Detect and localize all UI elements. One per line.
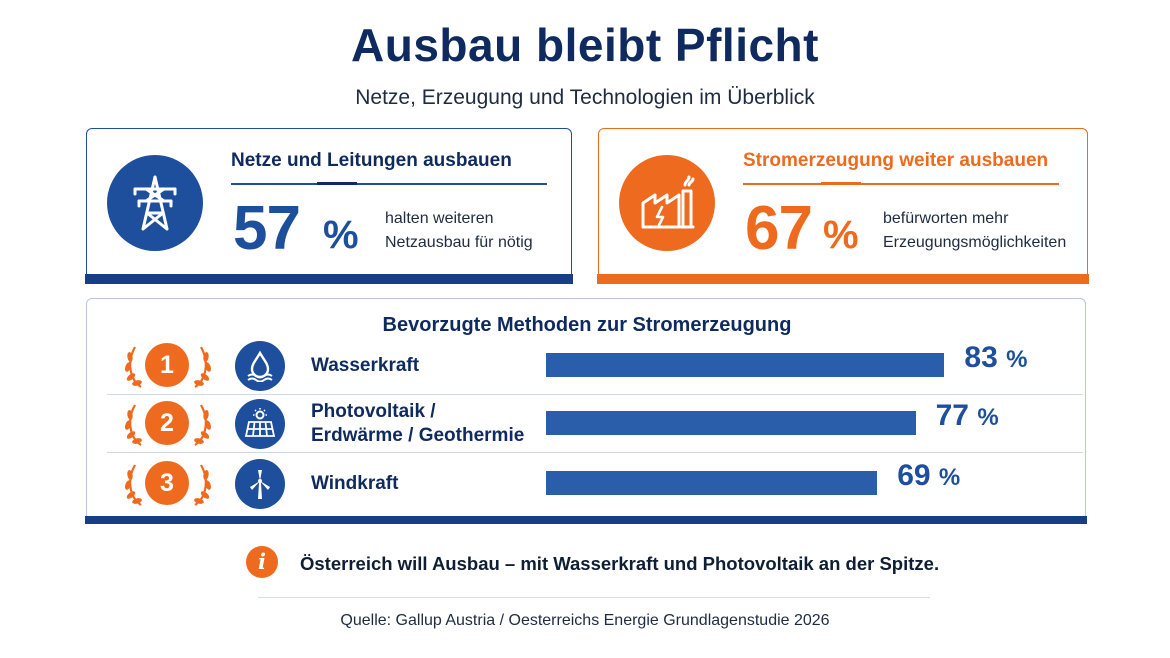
wind-turbine-icon-badge — [235, 459, 285, 509]
water-drop-icon — [247, 350, 273, 382]
bar — [546, 353, 945, 377]
source-note: Quelle: Gallup Austria / Oesterreichs En… — [340, 612, 830, 629]
page-subtitle: Netze, Erzeugung und Technologien im Übe… — [355, 86, 815, 109]
card-description-line: befürworten mehr — [883, 210, 1009, 227]
bar-value-label: 77 % — [936, 399, 999, 433]
card-heading: Stromerzeugung weiter ausbauen — [743, 150, 1049, 171]
card-value: 67 — [745, 194, 813, 263]
laurel-icon — [121, 339, 215, 396]
card-divider — [231, 183, 547, 185]
laurel-icon — [121, 457, 215, 514]
chart-row: 3 Windkraft 69 % — [87, 455, 1087, 513]
card-heading: Netze und Leitungen ausbauen — [231, 150, 512, 171]
bar-value-unit: % — [938, 464, 961, 491]
card-description: befürworten mehr Erzeugungsmöglichkeiten — [883, 207, 1066, 255]
water-drop-icon-badge — [235, 341, 285, 391]
bar — [546, 411, 916, 435]
card-divider-accent — [821, 182, 861, 185]
card-unit: % — [323, 213, 359, 257]
card-description-line: Erzeugungsmöglichkeiten — [883, 234, 1067, 251]
card-value: 57 — [233, 194, 301, 263]
panel-bottom-bar — [85, 516, 1087, 524]
card-description-line: halten weiteren — [385, 210, 494, 227]
power-pylon-icon-badge — [107, 155, 203, 251]
power-plant-icon — [641, 175, 695, 229]
category-label-line: Windkraft — [311, 473, 399, 494]
card-divider-accent — [317, 182, 357, 185]
bar — [546, 471, 878, 495]
bar-value-number: 83 — [964, 341, 1007, 374]
info-icon: i — [246, 546, 278, 578]
power-plant-icon-badge — [619, 155, 715, 251]
card-bottom-bar — [597, 274, 1089, 284]
category-label-line: Wasserkraft — [311, 355, 420, 376]
solar-panel-icon — [244, 408, 276, 437]
card-description: halten weiteren Netzausbau für nötig — [385, 207, 533, 255]
summary-note: Österreich will Ausbau – mit Wasserkraft… — [300, 553, 940, 574]
category-label: Wasserkraft — [311, 354, 419, 378]
category-label-line: Photovoltaik / — [311, 401, 436, 422]
bar-value-label: 69 % — [897, 459, 960, 493]
page-title: Ausbau bleibt Pflicht — [351, 19, 819, 71]
bar-value-number: 69 — [897, 459, 939, 492]
chart-title: Bevorzugte Methoden zur Stromerzeugung — [382, 314, 792, 336]
bar-value-number: 77 — [935, 399, 978, 432]
category-label-line: Erdwärme / Geothermie — [311, 425, 525, 446]
bar-value-unit: % — [1006, 346, 1028, 373]
row-divider — [107, 394, 1083, 395]
rank-badge: 2 — [145, 401, 189, 445]
card-bottom-bar — [85, 274, 573, 284]
power-pylon-icon — [133, 175, 177, 231]
laurel-icon — [121, 397, 215, 454]
chart-row: 1 Wasserkraft 83 % — [87, 337, 1087, 395]
solar-panel-icon-badge — [235, 399, 285, 449]
card-description-line: Netzausbau für nötig — [385, 234, 533, 251]
card-divider — [743, 183, 1059, 185]
rank-badge: 3 — [145, 461, 189, 505]
methods-panel: Bevorzugte Methoden zur Stromerzeugung 1… — [85, 298, 1087, 524]
bar-value-label: 83 % — [964, 341, 1027, 375]
wind-turbine-icon — [250, 470, 270, 500]
card-grids: Netze und Leitungen ausbauen 57 % halten… — [85, 128, 573, 284]
bar-value-unit: % — [977, 404, 999, 431]
card-generation: Stromerzeugung weiter ausbauen 67 % befü… — [597, 128, 1089, 284]
chart-row: 2 Photovoltaik / Erdwärme / Geothermie 77 % — [87, 395, 1087, 453]
rank-badge: 1 — [145, 343, 189, 387]
row-divider — [107, 452, 1083, 453]
card-unit: % — [823, 213, 859, 257]
source-divider — [258, 597, 930, 598]
category-label: Photovoltaik / Erdwärme / Geothermie — [311, 400, 524, 448]
category-label: Windkraft — [311, 472, 398, 496]
